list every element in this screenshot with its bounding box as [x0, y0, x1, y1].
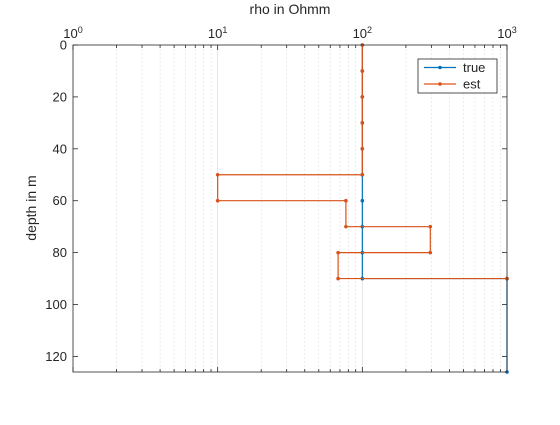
data-point-est [216, 173, 220, 177]
x-tick-labels: 100 101 102 103 [63, 25, 516, 41]
y-tick-label: 60 [53, 193, 67, 208]
legend-marker-est [438, 82, 442, 86]
x-tick-label: 103 [497, 25, 516, 41]
y-tick-label: 120 [45, 349, 67, 364]
x-tick-label: 101 [208, 25, 227, 41]
plot-background [73, 45, 507, 372]
y-tick-label: 80 [53, 245, 67, 260]
data-point-est [361, 121, 365, 125]
data-point-est [429, 225, 433, 229]
y-tick-label: 100 [45, 297, 67, 312]
legend: true est [418, 59, 497, 93]
legend-label-true: true [463, 60, 485, 75]
data-point-est [361, 69, 365, 73]
legend-marker-true [438, 66, 442, 70]
data-point-est [216, 199, 220, 203]
data-point-est [361, 173, 365, 177]
data-point-true [361, 199, 365, 203]
data-point-est [344, 225, 348, 229]
data-point-est [361, 95, 365, 99]
data-point-est [361, 147, 365, 151]
data-point-est [336, 251, 340, 255]
x-axis-label: rho in Ohmm [250, 1, 331, 17]
x-tick-label: 102 [353, 25, 372, 41]
data-point-est [429, 251, 433, 255]
legend-label-est: est [463, 77, 481, 92]
y-tick-label: 20 [53, 89, 67, 104]
data-point-est [336, 277, 340, 281]
y-tick-labels: 0 20 40 60 80 100 120 [45, 38, 67, 364]
y-tick-label: 0 [60, 38, 67, 53]
y-axis-label: depth in m [23, 175, 39, 240]
data-point-est [344, 199, 348, 203]
y-tick-label: 40 [53, 141, 67, 156]
